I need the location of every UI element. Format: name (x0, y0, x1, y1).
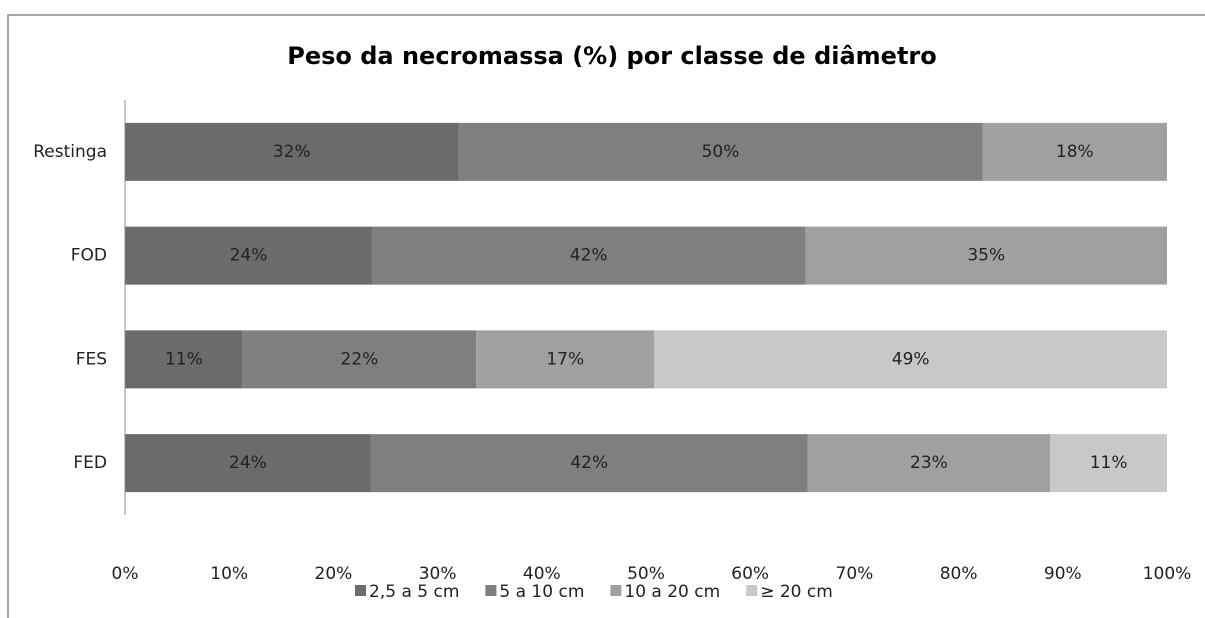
legend-swatch (485, 585, 497, 596)
bar-segment (982, 122, 1167, 181)
legend-swatch (746, 585, 758, 596)
data-label: 11% (165, 349, 203, 369)
x-tick-label: 100% (1143, 564, 1192, 584)
x-tick-label: 30% (419, 564, 457, 584)
data-label: 49% (892, 349, 930, 369)
data-label: 18% (1056, 142, 1094, 162)
legend-swatch (355, 585, 366, 596)
data-label: 50% (702, 142, 740, 162)
data-label: 23% (910, 453, 948, 473)
data-label: 24% (230, 246, 268, 266)
x-tick-label: 60% (731, 564, 769, 584)
x-tick-label: 40% (523, 564, 561, 584)
x-tick-label: 80% (940, 564, 978, 584)
data-label: 42% (570, 246, 608, 266)
bar-segment (371, 226, 806, 285)
bar-segment (807, 434, 1051, 493)
chart-title: Peso da necromassa (%) por classe de diâ… (287, 42, 937, 70)
bar-segment (654, 330, 1167, 389)
x-tick-label: 70% (836, 564, 874, 584)
y-tick-label: FES (76, 349, 107, 369)
bar-segment (125, 434, 371, 493)
x-tick-label: 0% (112, 564, 139, 584)
legend-label: 2,5 a 5 cm (369, 582, 459, 602)
x-tick-label: 20% (315, 564, 353, 584)
legend-label: 5 a 10 cm (499, 582, 584, 602)
bar-segment (1050, 434, 1167, 493)
y-tick-label: FOD (71, 246, 107, 266)
data-label: 42% (570, 453, 608, 473)
legend-label: ≥ 20 cm (760, 582, 833, 602)
bar-segment (458, 122, 983, 181)
y-tick-label: FED (73, 453, 107, 473)
bar-segment (476, 330, 655, 389)
legend-swatch (610, 585, 622, 596)
x-tick-label: 50% (627, 564, 665, 584)
data-label: 35% (967, 246, 1005, 266)
data-label: 17% (546, 349, 584, 369)
bar-segment (805, 226, 1167, 285)
bar-segment (125, 330, 243, 389)
chart-border (7, 14, 1205, 618)
data-label: 32% (273, 142, 311, 162)
data-label: 24% (229, 453, 267, 473)
bar-segment (242, 330, 477, 389)
x-tick-label: 10% (210, 564, 248, 584)
bar-segment (370, 434, 808, 493)
bar-segment (125, 122, 459, 181)
x-tick-label: 90% (1044, 564, 1082, 584)
data-label: 11% (1090, 453, 1128, 473)
y-tick-label: Restinga (33, 142, 107, 162)
data-label: 22% (341, 349, 379, 369)
legend-label: 10 a 20 cm (624, 582, 720, 602)
bar-segment (125, 226, 372, 285)
